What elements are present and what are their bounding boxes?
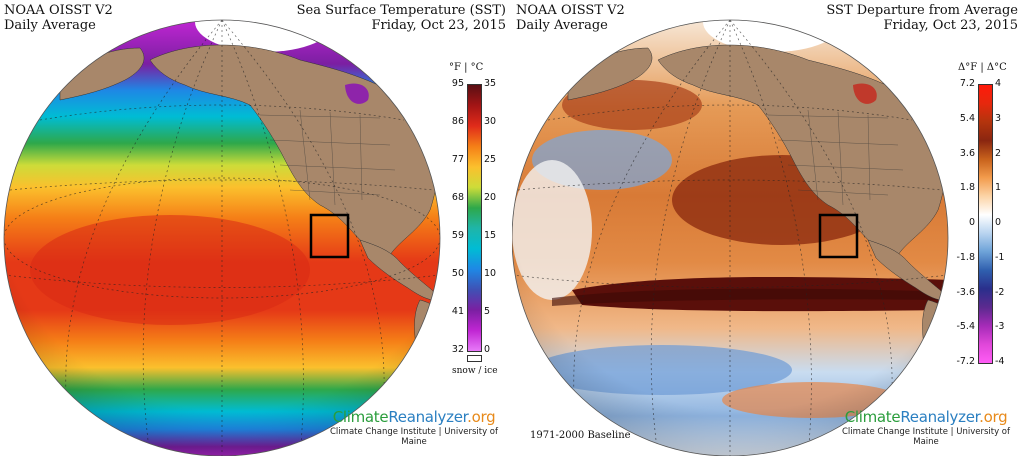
map-date: Friday, Oct 23, 2015 <box>371 18 506 33</box>
anom-f-tick: -3.6 <box>956 286 975 298</box>
credit-block-left: ClimateReanalyzer.org Climate Change Ins… <box>320 408 508 447</box>
baseline-label: 1971-2000 Baseline <box>530 430 631 441</box>
anom-c-tick: -2 <box>995 286 1005 298</box>
institution-text: Climate Change Institute | University of… <box>330 427 498 447</box>
snow-ice-label: snow / ice <box>452 366 498 376</box>
anomaly-panel: NOAA OISST V2 Daily Average SST Departur… <box>512 0 1024 456</box>
sst-f-tick: 41 <box>451 306 464 317</box>
average-type: Daily Average <box>516 18 608 33</box>
anom-c-tick: -4 <box>995 356 1005 367</box>
sst-f-tick: 50 <box>451 268 464 279</box>
anom-f-tick: -5.4 <box>956 321 975 333</box>
sst-f-tick: 32 <box>451 344 464 355</box>
sst-c-tick: 10 <box>484 268 497 279</box>
anom-c-tick: -1 <box>995 251 1005 263</box>
sst-globe-map[interactable] <box>0 0 512 456</box>
anomaly-globe-map[interactable] <box>512 0 1024 456</box>
anom-c-tick: 0 <box>995 217 1002 228</box>
snow-ice-swatch <box>467 355 482 362</box>
anom-f-tick: -1.8 <box>956 251 975 263</box>
climate-reanalyzer-logo[interactable]: ClimateReanalyzer.org <box>332 408 496 426</box>
anom-f-tick: 0 <box>968 217 975 228</box>
anom-c-tick: 4 <box>995 78 1002 89</box>
anom-f-tick: 3.6 <box>959 147 975 159</box>
dataset-name: NOAA OISST V2 <box>4 3 113 18</box>
sst-f-tick: 77 <box>451 154 464 165</box>
anom-f-tick: -7.2 <box>956 356 975 367</box>
sst-colorbar <box>467 84 482 352</box>
anom-colorbar-units: Δ°F | Δ°C <box>958 62 1007 73</box>
sst-c-tick: 20 <box>484 192 497 203</box>
dataset-name: NOAA OISST V2 <box>516 3 625 18</box>
anom-c-tick: -3 <box>995 321 1005 333</box>
sst-c-tick: 15 <box>484 230 497 241</box>
sst-title-left: NOAA OISST V2 Daily Average <box>4 3 113 33</box>
sst-title-right: Sea Surface Temperature (SST) Friday, Oc… <box>297 3 506 33</box>
sst-c-tick: 30 <box>484 116 497 127</box>
map-date: Friday, Oct 23, 2015 <box>883 18 1018 33</box>
map-title: SST Departure from Average <box>826 3 1018 18</box>
sst-c-tick: 25 <box>484 154 497 165</box>
sst-c-tick: 0 <box>484 344 491 355</box>
anom-f-tick: 7.2 <box>959 78 975 89</box>
anom-title-left: NOAA OISST V2 Daily Average <box>516 3 625 33</box>
sst-c-tick: 35 <box>484 78 497 89</box>
nino-region-box <box>818 213 859 259</box>
institution-text: Climate Change Institute | University of… <box>842 427 1010 447</box>
anom-c-tick: 1 <box>995 182 1002 194</box>
sst-f-tick: 95 <box>451 78 464 89</box>
climate-reanalyzer-logo[interactable]: ClimateReanalyzer.org <box>844 408 1008 426</box>
sst-panel: NOAA OISST V2 Daily Average Sea Surface … <box>0 0 512 456</box>
credit-block-right: ClimateReanalyzer.org Climate Change Ins… <box>832 408 1020 447</box>
anom-title-right: SST Departure from Average Friday, Oct 2… <box>826 3 1018 33</box>
anom-c-tick: 2 <box>995 147 1002 159</box>
anom-f-tick: 5.4 <box>959 112 975 124</box>
map-title: Sea Surface Temperature (SST) <box>296 3 506 18</box>
average-type: Daily Average <box>4 18 96 33</box>
sst-f-tick: 68 <box>451 192 464 203</box>
nino-region-box <box>309 213 350 259</box>
sst-f-tick: 86 <box>451 116 464 127</box>
anom-c-tick: 3 <box>995 112 1002 124</box>
sst-colorbar-units: °F | °C <box>449 62 484 73</box>
anomaly-colorbar <box>978 84 993 364</box>
anom-f-tick: 1.8 <box>959 182 975 194</box>
sst-f-tick: 59 <box>451 230 464 241</box>
sst-c-tick: 5 <box>484 306 491 317</box>
